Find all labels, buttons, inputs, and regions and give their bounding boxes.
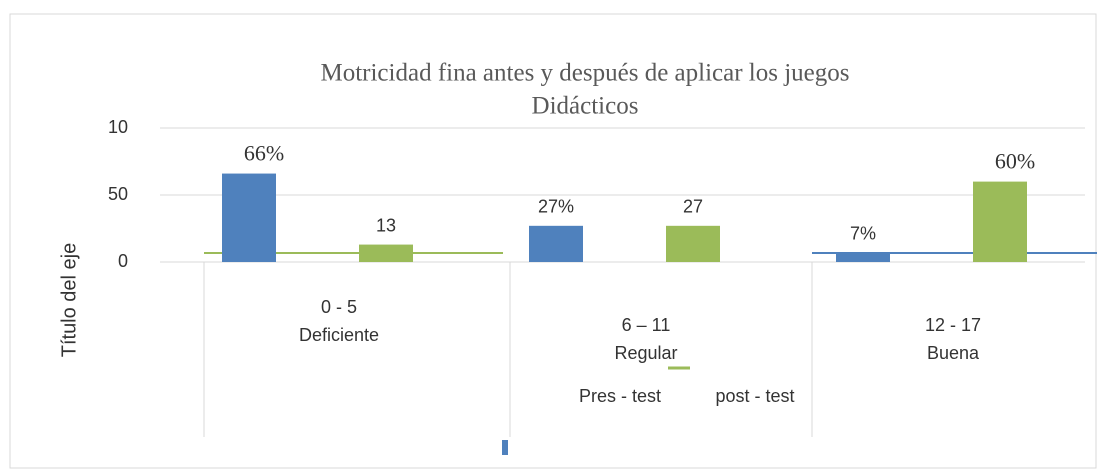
data-label: 7% [850,223,876,243]
x-tick-label: Deficiente [299,325,379,345]
bar [222,173,276,262]
data-label: 27 [683,197,703,217]
legend-swatch [502,440,508,455]
legend-label: post - test [715,386,794,406]
x-tick-label: 6 – 11 [622,315,671,335]
legend-label: Pres - test [579,386,661,406]
x-tick-label: 12 - 17 [925,315,981,335]
chart-title: Motricidad fina antes y después de aplic… [320,60,849,87]
bar [359,244,413,262]
y-axis-title: Título del eje [58,243,80,358]
data-label: 60% [995,149,1035,174]
y-tick-label: 10 [108,117,128,137]
bar [973,181,1027,262]
bar [666,225,720,262]
data-label: 13 [376,215,396,235]
data-label: 27% [538,197,574,217]
y-tick-label: 0 [118,251,128,271]
y-tick-label: 50 [108,184,128,204]
bar [529,225,583,262]
chart-title: Didácticos [532,93,639,120]
x-tick-label: 0 - 5 [321,297,357,317]
bar [836,252,890,262]
x-tick-label: Buena [927,343,980,363]
data-label: 66% [244,141,284,166]
x-tick-label: Regular [614,343,677,363]
